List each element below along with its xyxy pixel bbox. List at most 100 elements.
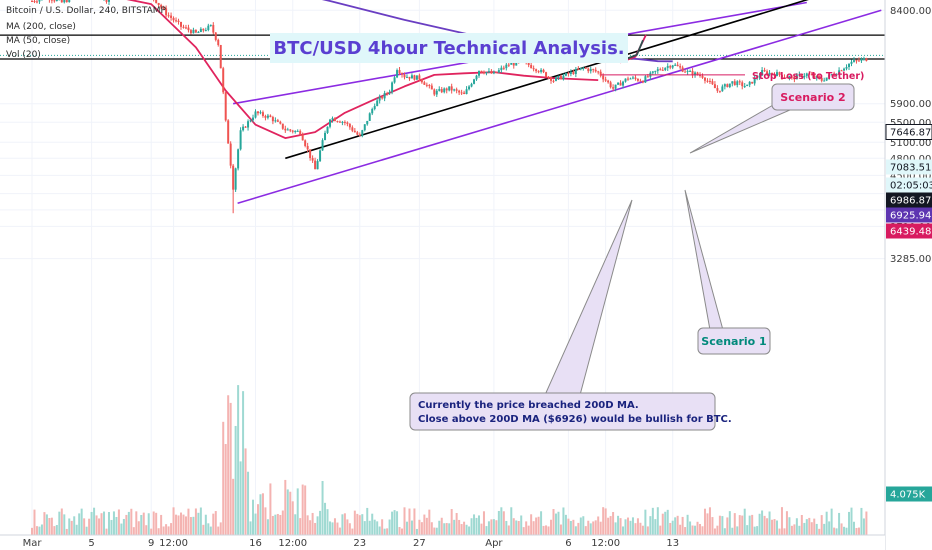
volume-bar xyxy=(833,527,836,535)
volume-bar xyxy=(644,509,647,535)
candle-body xyxy=(855,60,858,62)
volume-bar xyxy=(726,517,729,535)
candle-body xyxy=(413,75,416,80)
candle-body xyxy=(597,71,600,73)
volume-bar xyxy=(259,494,262,535)
candle-body xyxy=(391,82,394,93)
volume-bar xyxy=(58,511,61,535)
volume-bar xyxy=(50,517,53,535)
volume-bar xyxy=(289,491,292,535)
volume-bar xyxy=(845,527,848,535)
volume-bar xyxy=(664,511,667,535)
candle-body xyxy=(684,71,687,73)
price-badge xyxy=(885,124,932,140)
volume-bar xyxy=(631,517,634,535)
candle-body xyxy=(656,69,659,71)
candle-body xyxy=(386,92,389,94)
candle-body xyxy=(381,97,384,99)
candle-body xyxy=(701,75,704,78)
candle-body xyxy=(758,75,761,78)
x-tick-label: Mar xyxy=(23,538,43,549)
candle-body xyxy=(271,117,274,122)
volume-bar xyxy=(152,511,155,535)
candle-body xyxy=(160,4,163,8)
volume-bar xyxy=(711,517,714,535)
volume-bar xyxy=(470,518,473,535)
candle-body xyxy=(736,81,739,86)
candle-body xyxy=(731,81,734,84)
price-badge-label: 4.075K xyxy=(890,490,926,501)
candle-body xyxy=(547,76,550,78)
candle-body xyxy=(592,69,595,71)
candle-body xyxy=(31,0,33,2)
volume-bar xyxy=(699,523,702,535)
candle-body xyxy=(410,75,413,79)
volume-bar xyxy=(269,483,272,535)
candle-body xyxy=(165,8,168,16)
volume-bar xyxy=(666,509,669,535)
candle-body xyxy=(582,67,585,69)
volume-bar xyxy=(445,523,448,535)
candle-body xyxy=(440,89,443,93)
candle-body xyxy=(813,74,816,78)
volume-bar xyxy=(706,513,709,535)
candle-body xyxy=(254,111,257,118)
volume-bar xyxy=(408,508,411,535)
volume-bar xyxy=(266,519,269,535)
candle-body xyxy=(194,29,197,33)
volume-bar xyxy=(356,513,359,535)
candle-body xyxy=(763,70,766,72)
volume-bar xyxy=(500,507,503,535)
volume-bar xyxy=(224,444,227,535)
volume-bar xyxy=(746,525,749,535)
volume-bar xyxy=(338,527,341,535)
volume-bar xyxy=(31,527,33,535)
candle-body xyxy=(378,97,381,101)
volume-bar xyxy=(674,517,677,535)
volume-bar xyxy=(460,524,463,535)
candle-body xyxy=(274,120,277,122)
volume-bar xyxy=(135,511,138,535)
volume-bar xyxy=(281,510,284,535)
candle-body xyxy=(430,85,433,90)
candle-body xyxy=(783,77,786,79)
y-tick-label: 8400.00 xyxy=(890,6,931,17)
volume-bar xyxy=(723,528,726,535)
candle-body xyxy=(184,27,187,29)
volume-bar xyxy=(810,522,813,535)
volume-bar xyxy=(701,526,704,535)
candle-body xyxy=(574,69,577,74)
volume-bar xyxy=(430,522,433,535)
candle-body xyxy=(182,26,185,28)
volume-bar xyxy=(252,499,255,535)
candle-body xyxy=(619,82,622,86)
volume-bar xyxy=(562,507,565,535)
candle-body xyxy=(428,85,431,87)
candle-body xyxy=(815,76,818,78)
candle-body xyxy=(170,15,173,18)
volume-bar xyxy=(567,518,570,535)
candle-body xyxy=(361,130,364,136)
price-badge xyxy=(886,207,932,223)
volume-bar xyxy=(473,514,476,535)
volume-bar xyxy=(433,527,436,535)
volume-bar xyxy=(813,518,816,535)
scenario1-label: Scenario 1 xyxy=(701,335,766,348)
scenario2-label: Scenario 2 xyxy=(780,91,845,104)
candle-body xyxy=(470,83,473,87)
candle-body xyxy=(425,84,428,86)
candle-body xyxy=(800,74,803,78)
volume-bar xyxy=(410,520,413,535)
y-tick-label: 5900.00 xyxy=(890,99,931,110)
candle-body xyxy=(192,29,195,34)
candle-body xyxy=(249,120,252,122)
candle-body xyxy=(756,77,759,79)
volume-bar xyxy=(110,519,113,535)
volume-bar xyxy=(324,502,327,535)
volume-bar xyxy=(780,507,783,535)
volume-bar xyxy=(105,528,108,535)
volume-bar xyxy=(790,525,793,535)
volume-bar xyxy=(316,516,319,535)
volume-bar xyxy=(448,523,451,535)
volume-bar xyxy=(393,510,396,535)
